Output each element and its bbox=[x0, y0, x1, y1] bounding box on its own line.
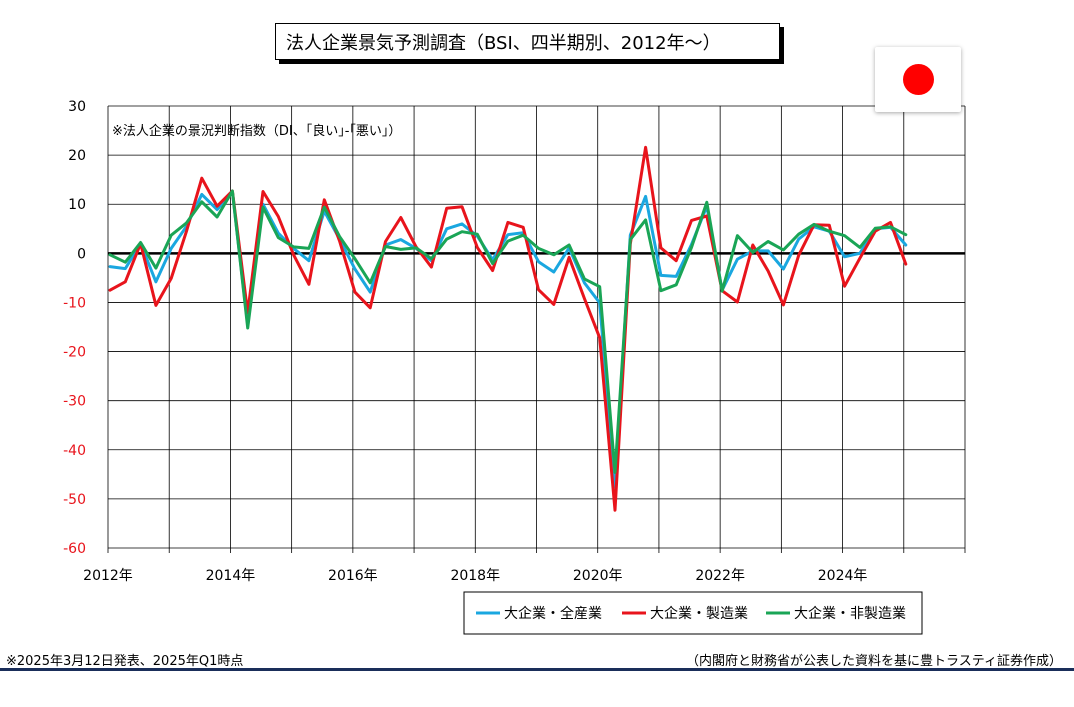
y-tick-label: 10 bbox=[68, 197, 86, 213]
x-tick-label: 2016年 bbox=[328, 568, 378, 584]
y-tick-label: -10 bbox=[63, 295, 86, 311]
x-tick-label: 2022年 bbox=[695, 568, 745, 584]
y-tick-label: 30 bbox=[68, 99, 86, 115]
flag-sun bbox=[903, 64, 934, 95]
legend-label: 大企業・非製造業 bbox=[794, 605, 906, 622]
chart-series bbox=[108, 145, 908, 512]
footer-note: ※2025年3月12日発表、2025年Q1時点 bbox=[6, 654, 244, 669]
chart-title-box: 法人企業景気予測調査（BSI、四半期別、2012年～） bbox=[275, 23, 780, 60]
legend-label: 大企業・製造業 bbox=[650, 605, 748, 622]
y-tick-label: -50 bbox=[63, 492, 86, 508]
series-line bbox=[108, 190, 908, 489]
chart-annotation: ※法人企業の景況判断指数（DI、｢良い｣-｢悪い｣） bbox=[112, 123, 401, 139]
y-tick-label: 20 bbox=[68, 148, 86, 164]
x-tick-label: 2018年 bbox=[450, 568, 500, 584]
y-tick-label: -40 bbox=[63, 443, 86, 459]
legend-box bbox=[463, 591, 923, 635]
x-tick-label: 2020年 bbox=[573, 568, 623, 584]
x-tick-label: 2012年 bbox=[83, 568, 133, 584]
chart-title: 法人企業景気予測調査（BSI、四半期別、2012年～） bbox=[286, 32, 721, 54]
y-tick-label: -20 bbox=[63, 345, 86, 361]
series-line bbox=[108, 145, 908, 512]
series-line bbox=[108, 189, 908, 474]
chart-grid bbox=[107, 105, 966, 553]
footer-source: （内閣府と財務省が公表した資料を基に豊トラスティ証券作成） bbox=[686, 654, 1062, 669]
footer-rule bbox=[0, 668, 1074, 671]
y-tick-label: 0 bbox=[77, 246, 86, 262]
legend-label: 大企業・全産業 bbox=[504, 605, 602, 622]
chart-legend: 大企業・全産業 大企業・製造業 大企業・非製造業 bbox=[463, 591, 923, 635]
y-tick-label: -30 bbox=[63, 394, 86, 410]
japan-flag-icon bbox=[875, 47, 961, 112]
y-tick-label: -60 bbox=[63, 541, 86, 557]
x-axis-ticks: 2012年 2014年 2016年 2018年 2020年 2022年 2024年 bbox=[83, 568, 867, 584]
x-tick-label: 2014年 bbox=[206, 568, 256, 584]
x-tick-label: 2024年 bbox=[818, 568, 868, 584]
y-axis-ticks: 30 20 10 0 -10 -20 -30 -40 -50 -60 bbox=[63, 99, 86, 557]
